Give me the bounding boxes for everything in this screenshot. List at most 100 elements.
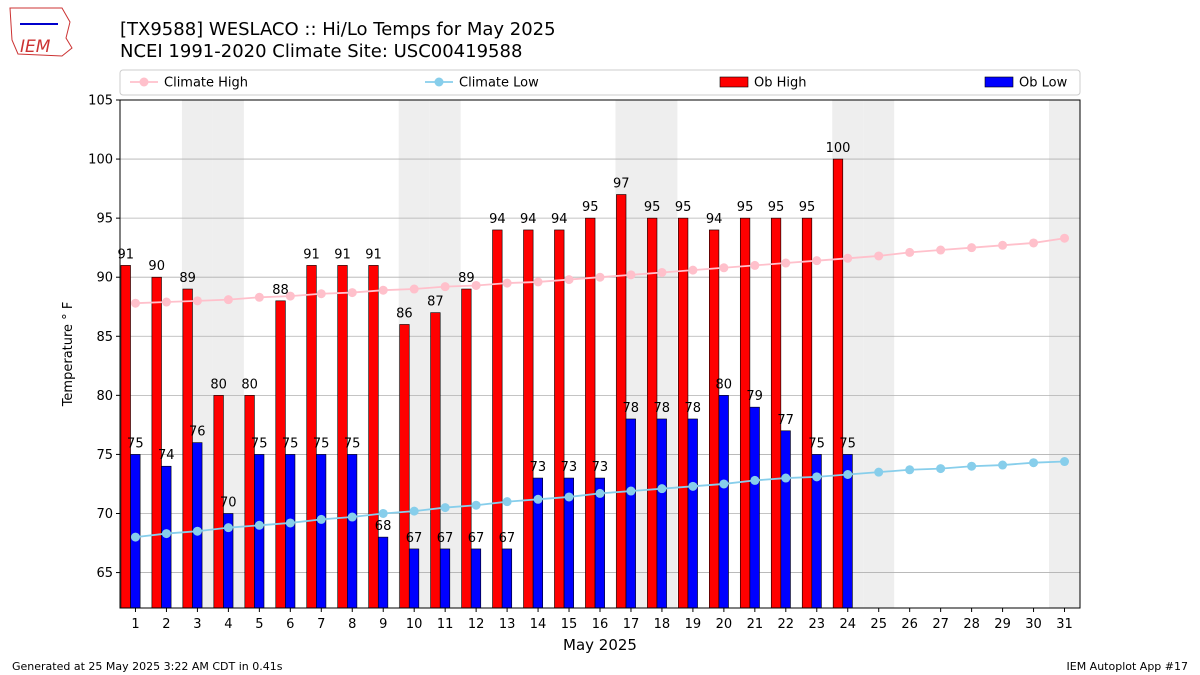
- bar: [408, 548, 420, 609]
- bar: [523, 229, 534, 609]
- line-point: [998, 460, 1008, 470]
- bar-value-label: 87: [427, 295, 444, 310]
- y-tick-label: 85: [96, 330, 113, 345]
- bar-value-label: 89: [458, 271, 475, 286]
- bar: [461, 288, 472, 609]
- y-tick-label: 105: [88, 94, 113, 109]
- line-point: [750, 260, 760, 270]
- line-point: [223, 295, 233, 305]
- bar-value-label: 95: [582, 200, 599, 215]
- line-point: [843, 470, 853, 480]
- legend-label: Climate Low: [459, 76, 539, 91]
- x-tick-label: 27: [932, 617, 949, 632]
- bar-value-label: 97: [613, 177, 630, 192]
- bar: [244, 395, 255, 609]
- x-tick-label: 16: [592, 617, 609, 632]
- x-tick-label: 30: [1025, 617, 1042, 632]
- line-point: [967, 243, 977, 253]
- x-tick-label: 25: [870, 617, 887, 632]
- chart-subtitle: NCEI 1991-2020 Climate Site: USC00419588: [120, 41, 522, 62]
- x-tick-label: 4: [224, 617, 232, 632]
- bar: [470, 548, 482, 609]
- line-point: [595, 272, 605, 282]
- line-point: [409, 506, 419, 516]
- x-tick-label: 12: [468, 617, 485, 632]
- x-tick-label: 7: [317, 617, 325, 632]
- y-tick-label: 75: [96, 448, 113, 463]
- line-point: [223, 523, 233, 533]
- bar: [492, 229, 503, 609]
- bar-value-label: 100: [826, 141, 851, 156]
- line-point: [998, 240, 1008, 250]
- bar-value-label: 80: [241, 377, 258, 392]
- line-point: [1060, 457, 1070, 467]
- line-point: [843, 253, 853, 263]
- line-point: [378, 285, 388, 295]
- bar: [749, 406, 760, 609]
- x-tick-label: 20: [716, 617, 733, 632]
- bar: [554, 229, 565, 609]
- bar-value-label: 94: [551, 212, 568, 227]
- line-point: [626, 270, 636, 280]
- bar-value-label: 94: [706, 212, 723, 227]
- x-tick-label: 10: [406, 617, 423, 632]
- line-point: [316, 289, 326, 299]
- x-tick-label: 24: [839, 617, 856, 632]
- bar: [687, 418, 698, 609]
- bar-value-label: 76: [189, 425, 206, 440]
- line-point: [533, 277, 543, 287]
- line-point: [719, 263, 729, 273]
- chart-title: [TX9588] WESLACO :: Hi/Lo Temps for May …: [120, 19, 556, 40]
- line-point: [657, 267, 667, 277]
- x-tick-label: 6: [286, 617, 294, 632]
- x-tick-label: 15: [561, 617, 578, 632]
- bar-value-label: 95: [737, 200, 754, 215]
- line-point: [471, 500, 481, 510]
- bar: [182, 288, 193, 609]
- x-tick-label: 19: [685, 617, 702, 632]
- line-point: [161, 297, 171, 307]
- line-point: [316, 514, 326, 524]
- bar: [832, 158, 844, 609]
- legend-label: Ob High: [754, 76, 807, 91]
- line-point: [1029, 238, 1039, 248]
- bar-value-label: 73: [592, 460, 609, 475]
- bar-value-label: 67: [499, 531, 516, 546]
- line-point: [688, 265, 698, 275]
- x-tick-label: 22: [778, 617, 795, 632]
- bar: [709, 229, 720, 609]
- y-tick-label: 80: [96, 389, 113, 404]
- bar-value-label: 94: [520, 212, 537, 227]
- line-point: [781, 473, 791, 483]
- logo-text: IEM: [20, 37, 51, 57]
- line-point: [750, 475, 760, 485]
- x-tick-label: 28: [963, 617, 980, 632]
- bar: [780, 430, 791, 609]
- y-tick-label: 90: [96, 271, 113, 286]
- line-point: [502, 278, 512, 288]
- bar: [739, 217, 751, 609]
- bar-value-label: 89: [179, 271, 196, 286]
- bar: [399, 324, 410, 609]
- legend-marker: [434, 77, 444, 87]
- x-tick-label: 21: [747, 617, 764, 632]
- bar: [377, 536, 389, 609]
- x-tick-label: 31: [1056, 617, 1073, 632]
- line-point: [130, 532, 140, 542]
- x-tick-label: 9: [379, 617, 387, 632]
- footer-left: Generated at 25 May 2025 3:22 AM CDT in …: [12, 660, 283, 673]
- x-tick-label: 8: [348, 617, 356, 632]
- weekend-shade: [1049, 100, 1080, 608]
- bar: [254, 454, 265, 609]
- bar-value-label: 95: [799, 200, 816, 215]
- bar-value-label: 68: [375, 519, 392, 534]
- bar-value-label: 70: [220, 495, 237, 510]
- bar-value-label: 95: [675, 200, 692, 215]
- line-point: [967, 461, 977, 471]
- x-tick-label: 18: [654, 617, 671, 632]
- bar-value-label: 75: [344, 436, 361, 451]
- bar-value-label: 73: [561, 460, 578, 475]
- bar-value-label: 74: [158, 448, 175, 463]
- bar: [316, 454, 327, 609]
